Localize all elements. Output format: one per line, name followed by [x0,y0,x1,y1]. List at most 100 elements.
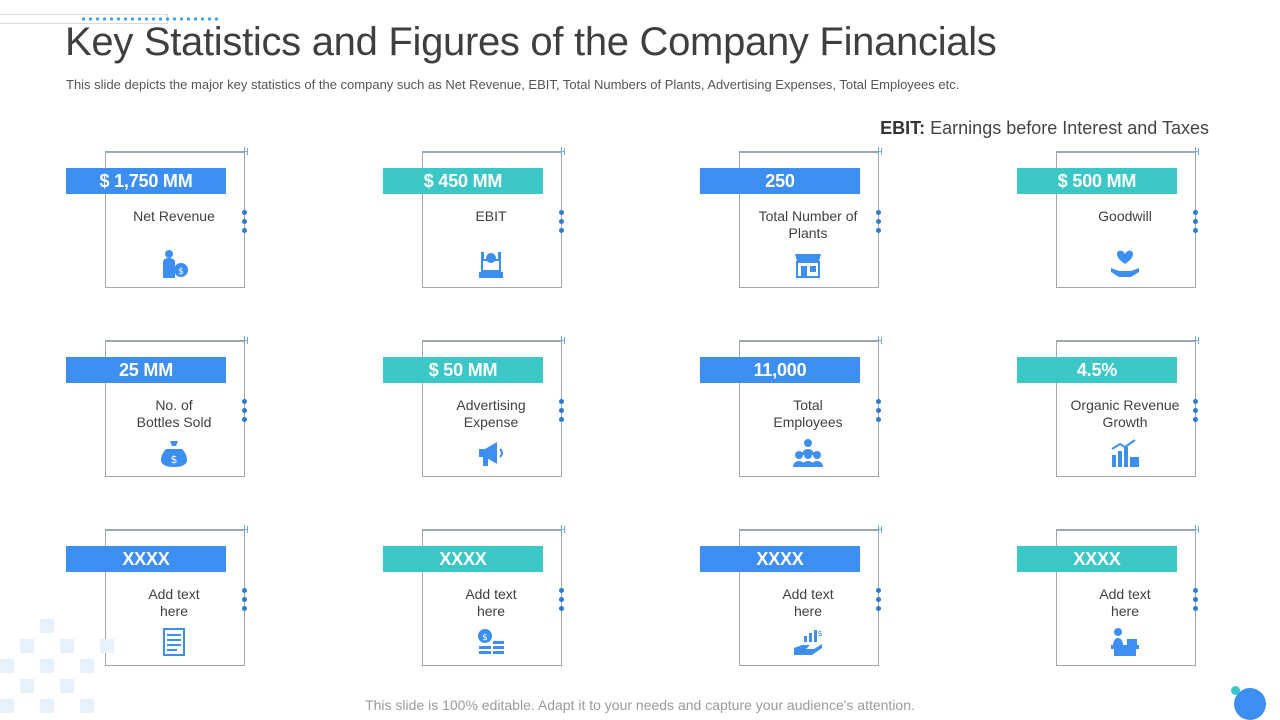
stat-card-tick [561,147,562,156]
stat-card: $ 500 MM Goodwill [1017,138,1199,288]
stat-value-banner: 250 [700,168,860,194]
stat-card: XXXX Add text here [66,516,248,666]
stat-label: Organic Revenue Growth [1070,397,1180,430]
stat-card-tick [564,337,565,344]
stat-card-tick [881,148,882,155]
svg-text:$: $ [482,633,488,643]
corner-decor-circle [1234,688,1266,720]
stat-value-banner: $ 450 MM [383,168,543,194]
stat-card-topline [1056,151,1199,152]
stat-label: Add text here [1099,586,1151,619]
stat-value-banner: XXXX [383,546,543,572]
stat-card-tick [1198,148,1199,155]
store-icon [795,254,821,278]
stat-value-banner: $ 500 MM [1017,168,1177,194]
more-options-icon [559,399,565,425]
stat-card-topline [1056,529,1199,530]
megaphone-icon [479,442,503,466]
stat-card-tick [1195,336,1196,345]
cashier-icon [1111,628,1139,656]
stat-card-tick [1195,147,1196,156]
team-icon [793,439,823,467]
more-options-icon [1193,399,1199,425]
stat-card-tick [244,147,245,156]
stat-value-banner: $ 1,750 MM [66,168,226,194]
stat-card-tick [1195,525,1196,534]
stat-card: 25 MM No. of Bottles Sold $ [66,327,248,477]
stat-card-tick [247,337,248,344]
stat-label: Add text here [465,586,517,619]
page-subtitle: This slide depicts the major key statist… [66,77,960,92]
stat-value-banner: 11,000 [700,357,860,383]
stat-card-tick [1198,337,1199,344]
stat-card-tick [244,525,245,534]
stat-card-topline [1056,340,1199,341]
more-options-icon [876,210,882,236]
heart-hands-icon [1111,250,1139,277]
stat-value-banner: XXXX [700,546,860,572]
stat-card-topline [105,529,248,530]
stat-card-tick [564,526,565,533]
coins-icon: $ [478,629,504,654]
stat-label: Net Revenue [133,208,215,224]
stat-card-topline [739,340,882,341]
stat-card-tick [881,337,882,344]
stat-label: Goodwill [1098,208,1152,224]
stat-card-tick [564,148,565,155]
stat-card: $ 450 MM EBIT [383,138,565,288]
stat-value-banner: $ 50 MM [383,357,543,383]
stat-label: EBIT [475,208,507,224]
more-options-icon [876,588,882,614]
stat-card-tick [1198,526,1199,533]
more-options-icon [1193,210,1199,236]
stat-card: XXXX Add text here [1017,516,1199,666]
stat-label: No. of Bottles Sold [136,397,212,430]
stat-label: Add text here [148,586,200,619]
more-options-icon [242,210,248,236]
stat-card-tick [247,526,248,533]
stat-card: XXXX Add text here $ [383,516,565,666]
stat-label: Add text here [782,586,834,619]
stat-card-topline [105,151,248,152]
stat-card: 11,000 Total Employees [700,327,882,477]
corner-decor-dot [1231,686,1240,695]
svg-text:$: $ [171,453,178,466]
stat-card-topline [422,529,565,530]
more-options-icon [559,588,565,614]
stat-card: $ 1,750 MM Net Revenue $ [66,138,248,288]
stat-card-tick [881,526,882,533]
stat-value-banner: 25 MM [66,357,226,383]
stat-card-topline [422,340,565,341]
stat-card: 250 Total Number of Plants [700,138,882,288]
stat-card-tick [561,525,562,534]
svg-text:$: $ [178,267,184,277]
growth-chart-icon [1111,439,1139,467]
stat-label: Total Number of Plants [758,208,858,241]
ebit-definition: EBIT: Earnings before Interest and Taxes [880,118,1209,139]
more-options-icon [1193,588,1199,614]
stat-value-banner: XXXX [66,546,226,572]
top-decor-dots [80,17,222,21]
more-options-icon [876,399,882,425]
stat-card-topline [739,151,882,152]
stat-card-topline [739,529,882,530]
stat-card-tick [561,336,562,345]
stat-value-banner: 4.5% [1017,357,1177,383]
corner-decor-squares [0,615,120,720]
stat-label: Total Employees [773,397,843,430]
businessman-money-icon: $ [163,250,188,278]
page-title: Key Statistics and Figures of the Compan… [65,20,997,64]
stat-card-tick [247,148,248,155]
stat-card: 4.5% Organic Revenue Growth [1017,327,1199,477]
ebit-text: Earnings before Interest and Taxes [925,118,1209,138]
svg-text:$: $ [817,629,822,638]
stat-value-banner: XXXX [1017,546,1177,572]
cash-register-icon [479,252,503,278]
ebit-abbr: EBIT: [880,118,926,138]
stat-card-tick [244,336,245,345]
footer-note: This slide is 100% editable. Adapt it to… [365,697,915,713]
stat-card-topline [105,340,248,341]
stat-card-tick [878,147,879,156]
stat-label: Advertising Expense [456,397,526,430]
